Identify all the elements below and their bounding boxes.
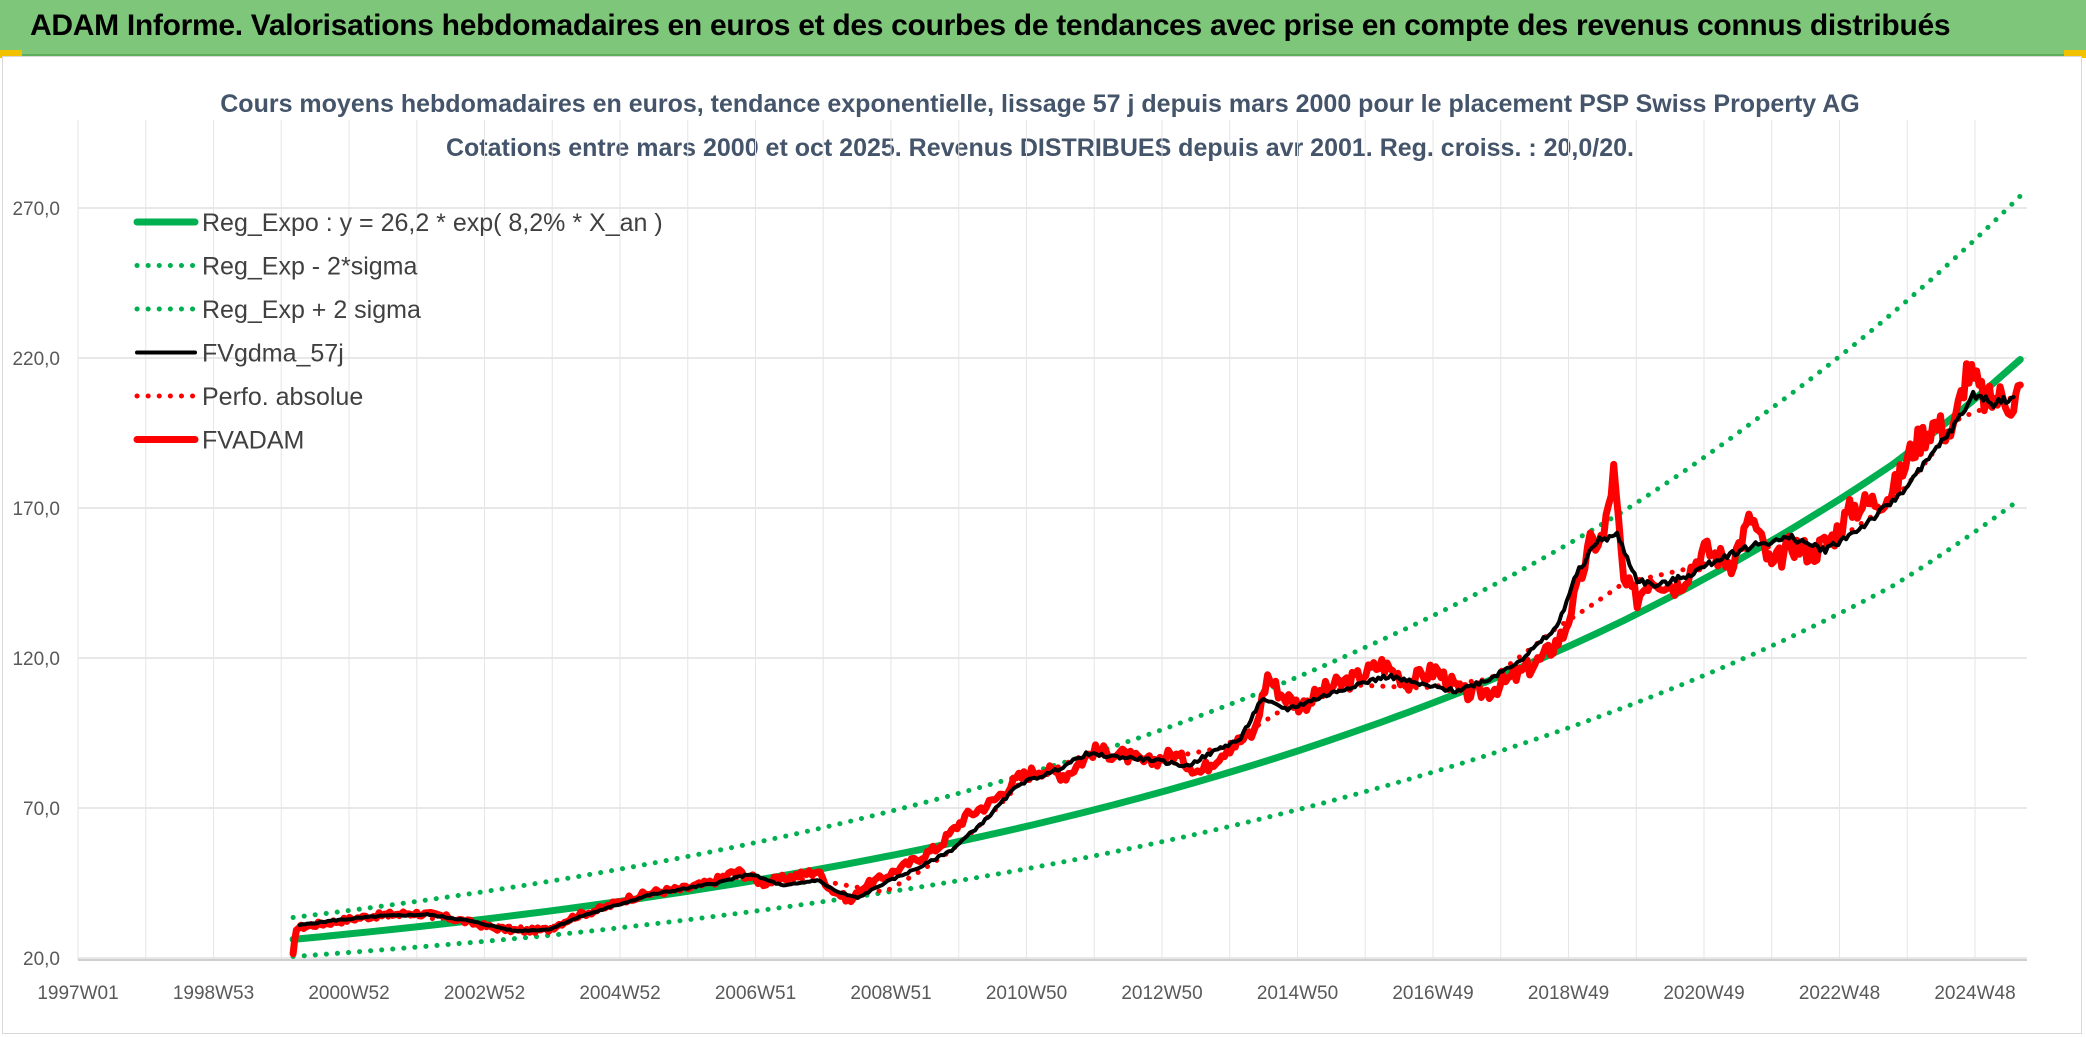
x-tick-label: 2016W49: [1392, 983, 1473, 1004]
x-tick-label: 2020W49: [1663, 983, 1744, 1004]
corner-marker-left: [0, 50, 22, 58]
legend: Reg_Expo : y = 26,2 * exp( 8,2% * X_an )…: [133, 209, 663, 455]
series-line-4: [297, 394, 2017, 931]
x-tick-label: 2022W48: [1799, 983, 1880, 1004]
x-tick-label: 2018W49: [1528, 983, 1609, 1004]
series-group: [289, 193, 2024, 959]
legend-label: FVgdma_57j: [202, 340, 344, 368]
axes: 20,0 70,0 120,0 170,0 220,0 270,0 1997W01 1998W…: [12, 199, 2027, 1004]
grid: [77, 120, 2027, 960]
y-tick-label: 20,0: [23, 949, 60, 970]
x-tick-label: 1997W01: [37, 983, 118, 1004]
x-tick-label: 2008W51: [850, 983, 931, 1004]
y-tick-label: 170,0: [12, 499, 60, 520]
series-line-2: [290, 193, 2023, 920]
legend-label: Perfo. absolue: [202, 383, 363, 411]
series-line-3: [297, 389, 2016, 934]
series-line-1: [290, 496, 2023, 959]
y-tick-label: 70,0: [23, 799, 60, 820]
legend-label: Reg_Exp + 2 sigma: [202, 296, 421, 324]
chart-subtitle: Cotations entre mars 2000 et oct 2025. R…: [446, 134, 1634, 162]
header-title: ADAM Informe. Valorisations hebdomadaire…: [30, 9, 1951, 42]
x-tick-label: 2014W50: [1257, 983, 1338, 1004]
y-tick-label: 220,0: [12, 349, 60, 370]
corner-marker-right: [2064, 50, 2086, 58]
chart-title: Cours moyens hebdomadaires en euros, ten…: [220, 90, 1859, 118]
header-banner: ADAM Informe. Valorisations hebdomadaire…: [0, 0, 2086, 56]
x-tick-label: 2010W50: [986, 983, 1067, 1004]
y-tick-label: 120,0: [12, 649, 60, 670]
x-tick-label: 2006W51: [715, 983, 796, 1004]
x-tick-label: 2004W52: [579, 983, 660, 1004]
legend-label: Reg_Expo : y = 26,2 * exp( 8,2% * X_an ): [202, 209, 663, 237]
y-tick-label: 270,0: [12, 199, 60, 220]
x-tick-label: 2000W52: [308, 983, 389, 1004]
x-tick-label: 2012W50: [1121, 983, 1202, 1004]
legend-label: FVADAM: [202, 427, 304, 455]
x-tick-label: 2024W48: [1934, 983, 2015, 1004]
legend-label: Reg_Exp - 2*sigma: [202, 253, 417, 281]
x-tick-label: 2002W52: [444, 983, 525, 1004]
x-tick-label: 1998W53: [173, 983, 254, 1004]
